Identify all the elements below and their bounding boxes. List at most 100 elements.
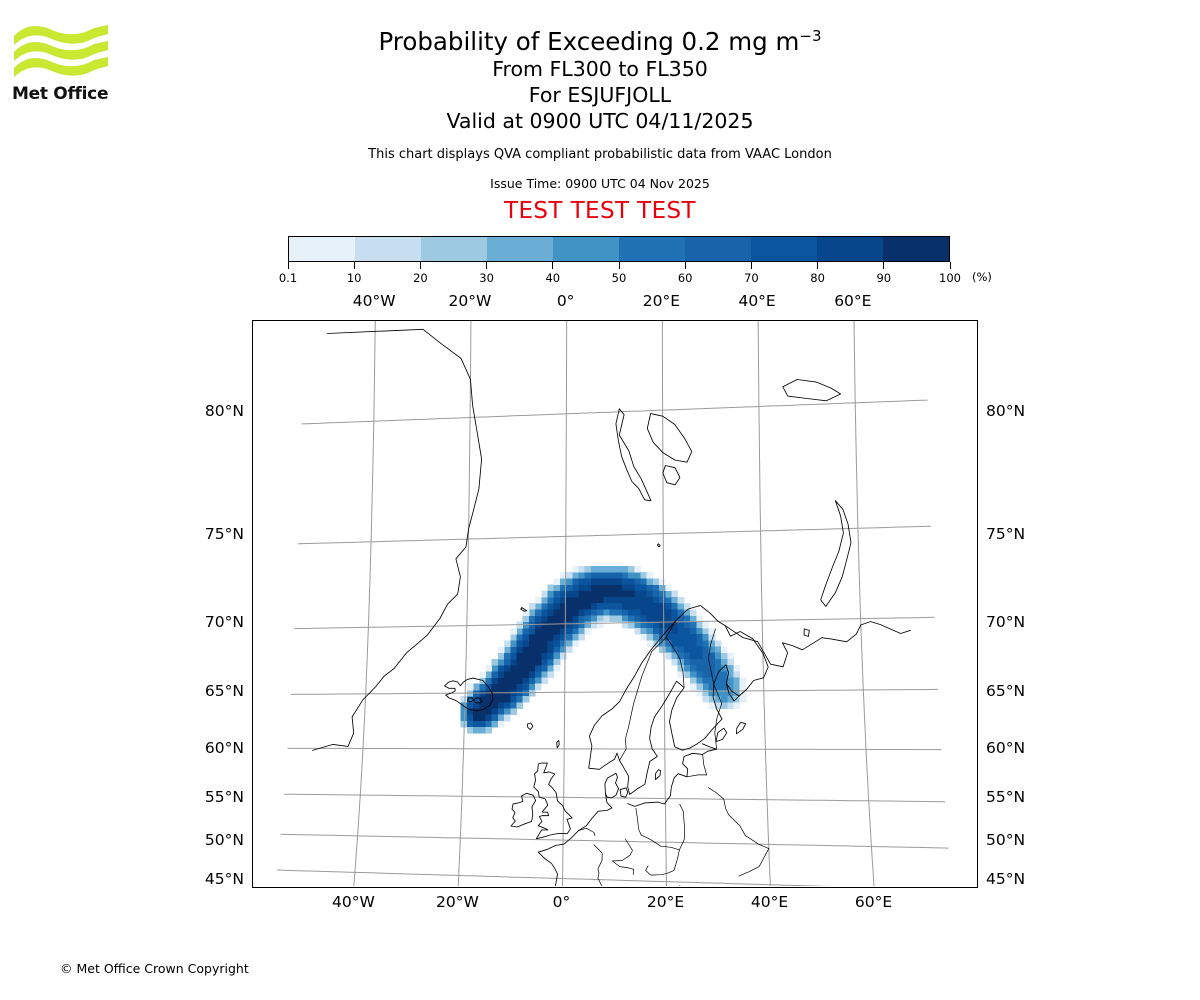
lon-label-top--40: 40°W <box>352 292 396 310</box>
lat-label-right-80: 80°N <box>986 401 1026 420</box>
plume-cell <box>603 615 610 623</box>
lat-label-right-70: 70°N <box>986 612 1026 631</box>
met-office-logo-text: Met Office <box>12 84 109 104</box>
plume-cell <box>541 603 548 610</box>
plume-cell <box>721 652 728 660</box>
plume-cell <box>739 696 747 703</box>
plume-cell <box>541 615 548 623</box>
plume-cell <box>696 652 703 660</box>
plume-cell <box>683 640 691 647</box>
plume-cell <box>702 634 710 641</box>
qva-note: This chart displays QVA compliant probab… <box>368 146 832 162</box>
plume-cell <box>690 615 697 623</box>
plume-cell <box>708 689 716 697</box>
plume-cell <box>721 677 728 685</box>
plume-cell <box>460 702 468 709</box>
plume-cell <box>497 702 505 709</box>
plume-cell <box>609 609 617 616</box>
plume-cell <box>572 627 579 635</box>
plume-cell <box>504 652 511 660</box>
plume-cell <box>646 621 654 629</box>
gridline-lon-40 <box>757 321 771 886</box>
colorbar-swatch-5 <box>619 237 685 261</box>
plume-cell <box>566 590 573 598</box>
plume-cell <box>733 677 741 685</box>
volcano-name-line: For ESJUFJOLL <box>528 82 672 107</box>
plume-cell <box>491 677 499 685</box>
plume-cell <box>696 627 703 635</box>
plume-cell <box>597 565 604 573</box>
colorbar-swatch-9 <box>883 237 949 261</box>
colorbar-tick-label-6: 60 <box>677 271 693 285</box>
map-graticule <box>276 321 949 886</box>
plume-cell <box>739 683 747 691</box>
plume-cell <box>646 572 654 579</box>
plume-cell <box>727 689 734 697</box>
plume-cell <box>528 634 536 641</box>
met-office-waves-icon <box>14 25 108 77</box>
plume-cell <box>578 578 586 585</box>
plume-cell <box>609 590 617 598</box>
plume-cell <box>702 683 710 691</box>
plume-cell <box>497 677 505 685</box>
plume-cell <box>491 702 499 709</box>
colorbar-swatch-8 <box>817 237 883 261</box>
coastline-russia-arctic <box>724 621 911 668</box>
plume-cell <box>516 646 524 654</box>
plume-cell <box>535 677 542 685</box>
plume-cell <box>559 615 567 623</box>
plume-cell <box>721 689 728 697</box>
border-b-pl-cz-sk <box>640 834 680 851</box>
plume-cell <box>584 615 592 623</box>
plume-cell <box>522 689 530 697</box>
plume-cell <box>634 603 641 610</box>
plume-cell <box>559 578 567 585</box>
plume-cell <box>615 596 623 604</box>
lat-label-right-50: 50°N <box>986 831 1026 850</box>
plume-cell <box>609 596 617 604</box>
plume-cell <box>535 652 542 660</box>
colorbar-swatch-0 <box>289 237 355 261</box>
plume-cell <box>491 696 499 703</box>
coastline-lake-onega <box>735 721 747 735</box>
lat-label-left-70: 70°N <box>204 612 244 631</box>
plume-cell <box>541 640 548 647</box>
border-b-de-pl <box>635 807 642 836</box>
map-plot-area[interactable] <box>252 320 978 888</box>
plume-cell <box>727 677 734 685</box>
plume-cell <box>696 615 703 623</box>
plume-cell <box>479 720 486 728</box>
plume-cell <box>640 584 648 592</box>
plume-cell <box>547 652 555 660</box>
plume-cell <box>634 565 641 573</box>
plume-cell <box>547 621 555 629</box>
coastline-kolguev <box>803 628 810 637</box>
plume-cell <box>634 609 641 616</box>
plume-cell <box>516 696 524 703</box>
plume-cell <box>690 609 697 616</box>
plume-cell <box>659 615 666 623</box>
plume-cell <box>597 621 604 629</box>
colorbar-swatches <box>288 236 950 262</box>
ash-probability-plume <box>460 565 747 734</box>
page-title-text: Probability of Exceeding 0.2 mg m <box>378 27 800 57</box>
plume-cell <box>640 627 648 635</box>
coastline-iceland-glacier2 <box>467 697 474 703</box>
plume-cell <box>522 658 530 666</box>
plume-cell <box>572 596 579 604</box>
lat-label-right-60: 60°N <box>986 738 1026 757</box>
plume-cell <box>504 714 511 722</box>
coastline-franzjosef <box>782 379 842 402</box>
plume-cell <box>621 584 629 592</box>
plume-cell <box>553 634 561 641</box>
plume-cell <box>652 596 660 604</box>
plume-cell <box>640 603 648 610</box>
colorbar-tick-3 <box>486 262 488 269</box>
plume-cell <box>516 627 524 635</box>
coastline-janmayen <box>520 607 528 612</box>
plume-cell <box>708 696 716 703</box>
plume-cell <box>504 677 511 685</box>
plume-cell <box>528 658 536 666</box>
plume-cell <box>566 609 573 616</box>
border-b-ru-by-ua <box>707 787 770 849</box>
